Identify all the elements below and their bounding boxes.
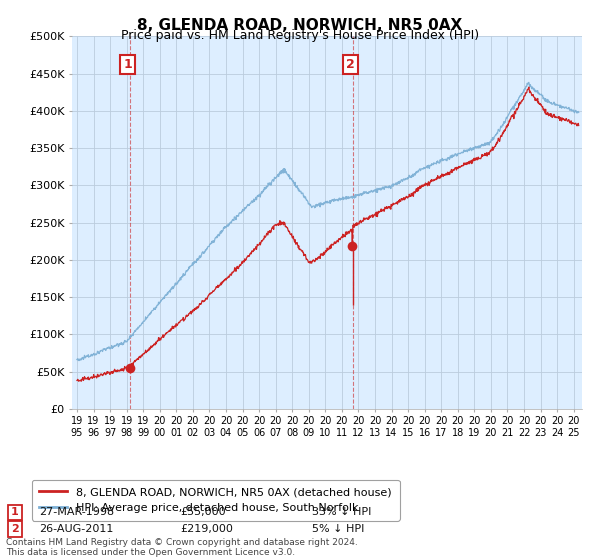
Text: 1: 1: [11, 507, 19, 517]
Legend: 8, GLENDA ROAD, NORWICH, NR5 0AX (detached house), HPI: Average price, detached : 8, GLENDA ROAD, NORWICH, NR5 0AX (detach…: [32, 479, 400, 521]
Text: 8, GLENDA ROAD, NORWICH, NR5 0AX: 8, GLENDA ROAD, NORWICH, NR5 0AX: [137, 18, 463, 33]
Text: £219,000: £219,000: [180, 524, 233, 534]
Text: £55,000: £55,000: [180, 507, 226, 517]
Text: Contains HM Land Registry data © Crown copyright and database right 2024.
This d: Contains HM Land Registry data © Crown c…: [6, 538, 358, 557]
Text: Price paid vs. HM Land Registry's House Price Index (HPI): Price paid vs. HM Land Registry's House …: [121, 29, 479, 42]
Text: 5% ↓ HPI: 5% ↓ HPI: [312, 524, 364, 534]
Text: 33% ↓ HPI: 33% ↓ HPI: [312, 507, 371, 517]
Text: 26-AUG-2011: 26-AUG-2011: [39, 524, 113, 534]
Text: 1: 1: [124, 58, 132, 71]
Text: 2: 2: [346, 58, 355, 71]
Text: 27-MAR-1998: 27-MAR-1998: [39, 507, 114, 517]
Text: 2: 2: [11, 524, 19, 534]
